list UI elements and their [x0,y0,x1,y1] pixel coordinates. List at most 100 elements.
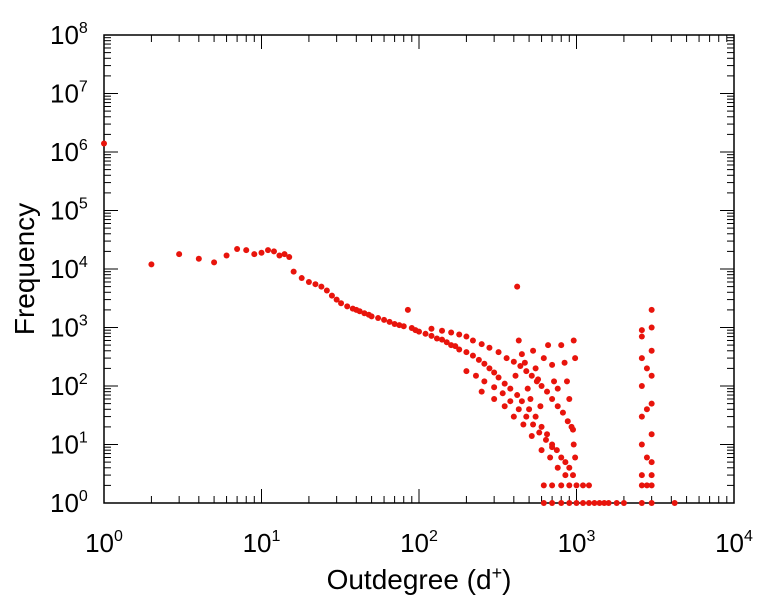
data-point [400,323,407,330]
data-point [566,482,573,489]
data-point [491,384,498,391]
data-point [281,251,288,258]
data-point [585,500,592,506]
data-point [566,395,573,402]
data-point [211,259,218,266]
data-point [486,344,493,351]
data-point [561,359,568,366]
x-tick-label: 103 [558,528,596,558]
data-point [270,248,277,255]
data-point [643,454,650,461]
data-point [544,431,551,438]
data-point [251,251,258,258]
data-point [481,378,488,385]
data-point [478,388,485,395]
data-point [472,372,479,379]
data-point [554,464,561,471]
data-point [545,342,552,349]
data-point [312,281,319,288]
data-point [276,252,283,259]
data-point [258,249,265,256]
data-point [501,380,508,387]
data-point [643,482,650,489]
data-point [538,383,545,389]
data-point [648,431,655,438]
data-point [515,406,522,413]
data-point [518,398,525,405]
data-point [638,383,645,389]
data-point [554,385,561,392]
data-point [648,347,655,354]
data-point [591,500,598,506]
data-point [318,283,325,290]
data-point [536,429,543,436]
data-point [439,327,446,334]
y-tick-label: 105 [50,196,88,226]
data-point [523,368,530,375]
data-point [648,482,655,489]
data-point [528,432,535,439]
data-point [532,413,539,420]
data-point [573,482,580,489]
data-point [532,365,539,372]
y-tick-label: 100 [50,488,88,518]
data-point [648,459,655,466]
data-point [648,372,655,379]
data-point [526,406,533,413]
data-point [243,247,250,254]
data-point [558,342,565,349]
data-point [540,482,547,489]
y-tick-label: 108 [50,20,88,50]
data-point [381,316,388,323]
y-tick-label: 103 [50,313,88,343]
data-point [517,362,524,369]
data-point [530,347,537,354]
data-point [463,349,470,356]
plot-area-frame [103,34,735,504]
data-point [542,436,549,443]
data-point [463,368,470,375]
data-point [234,245,241,252]
data-point [456,331,463,338]
data-point [333,296,340,303]
data-point [524,385,531,392]
data-point [572,454,579,461]
data-point [638,355,645,362]
data-point [507,385,514,392]
data-point [549,444,556,451]
data-point [223,252,230,259]
data-point [521,359,528,366]
data-point [344,303,351,310]
data-point [495,349,502,356]
data-point [648,472,655,479]
data-point [648,400,655,407]
data-point [620,500,627,506]
data-point [671,500,678,506]
data-point [323,287,330,294]
y-tick-label: 106 [50,137,88,167]
data-point [638,413,645,420]
data-point [528,372,535,379]
data-point [478,341,485,348]
data-point [564,418,571,425]
data-point [643,406,650,413]
y-tick-label: 102 [50,371,88,401]
data-point [491,395,498,402]
data-point [570,441,577,448]
data-point [558,500,565,506]
data-point [481,360,488,367]
data-point [433,335,440,342]
data-point [491,369,498,376]
data-points [101,140,678,506]
data-point [195,255,202,262]
data-point [265,247,272,254]
data-point [573,500,580,506]
data-point [448,329,455,336]
data-point [530,421,537,428]
data-point [507,398,514,405]
data-point [298,275,305,282]
data-point [456,346,463,353]
data-point [463,333,470,340]
y-tick-label: 104 [50,254,88,284]
